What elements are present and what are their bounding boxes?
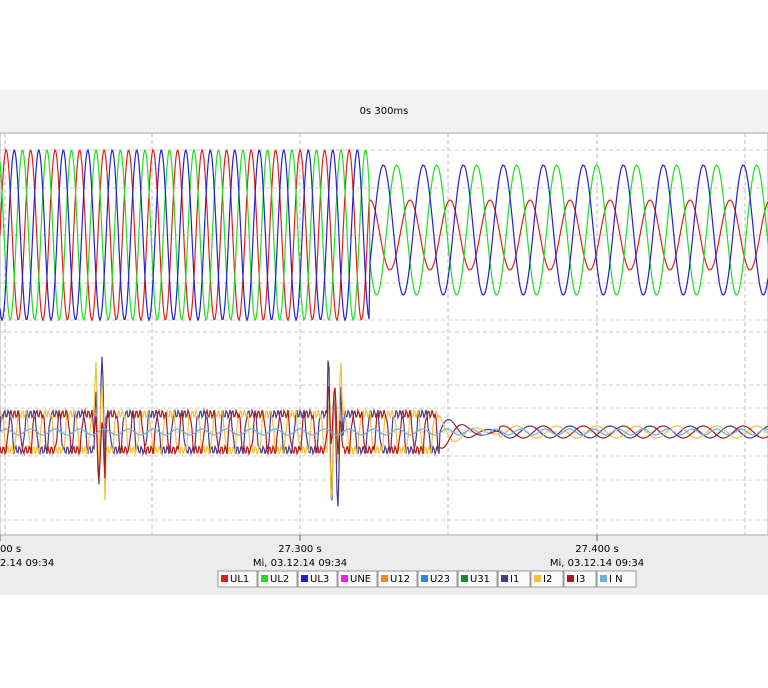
date-label: Mi, 03.12.14 09:34 bbox=[253, 558, 347, 569]
time-label: 00 s bbox=[0, 544, 21, 555]
legend-label: I1 bbox=[510, 574, 519, 585]
plot-area bbox=[0, 132, 768, 536]
waveform bbox=[0, 385, 768, 479]
legend-label: UL1 bbox=[230, 574, 249, 585]
legend-label: I N bbox=[609, 574, 623, 585]
legend-label: UNE bbox=[350, 574, 371, 585]
legend-label: I3 bbox=[576, 574, 585, 585]
time-label: 27.300 s bbox=[278, 544, 321, 555]
legend-swatch bbox=[261, 575, 268, 582]
legend-label: U23 bbox=[430, 574, 450, 585]
date-label: Mi, 03.12.14 09:34 bbox=[550, 558, 644, 569]
date-label: 2.14 09:34 bbox=[0, 558, 54, 569]
legend-label: U12 bbox=[390, 574, 410, 585]
legend-swatch bbox=[221, 575, 228, 582]
legend-label: I2 bbox=[543, 574, 552, 585]
legend-label: U31 bbox=[470, 574, 490, 585]
legend-label: UL3 bbox=[310, 574, 329, 585]
legend-swatch bbox=[301, 575, 308, 582]
legend-swatch bbox=[381, 575, 388, 582]
legend-swatch bbox=[534, 575, 541, 582]
header-bar bbox=[0, 90, 768, 133]
legend-swatch bbox=[341, 575, 348, 582]
waveform bbox=[0, 356, 768, 507]
legend-swatch bbox=[421, 575, 428, 582]
legend-label: UL2 bbox=[270, 574, 289, 585]
legend-swatch bbox=[567, 575, 574, 582]
waveform bbox=[0, 148, 768, 322]
header-title: 0s 300ms bbox=[360, 106, 409, 117]
legend-swatch bbox=[501, 575, 508, 582]
legend-swatch bbox=[600, 575, 607, 582]
waveform bbox=[0, 148, 768, 322]
legend-swatch bbox=[461, 575, 468, 582]
time-label: 27.400 s bbox=[575, 544, 618, 555]
waveform bbox=[0, 428, 768, 436]
